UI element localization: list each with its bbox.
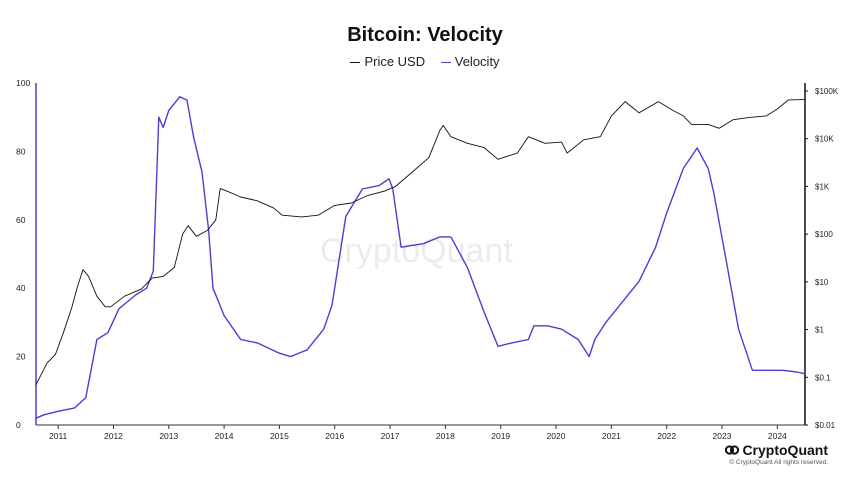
brand-copyright: © CryptoQuant All rights reserved. — [729, 459, 828, 466]
left-tick-label: 80 — [16, 146, 26, 156]
x-tick-label: 2017 — [381, 431, 400, 441]
watermark: CryptoQuant — [320, 232, 513, 270]
left-tick-label: 0 — [16, 420, 21, 430]
x-tick-label: 2018 — [436, 431, 455, 441]
x-tick-label: 2019 — [491, 431, 510, 441]
x-tick-label: 2012 — [104, 431, 123, 441]
x-tick-label: 2011 — [49, 431, 68, 441]
right-tick-label: $10K — [815, 135, 834, 144]
x-tick-label: 2020 — [547, 431, 566, 441]
x-tick-label: 2021 — [602, 431, 621, 441]
right-tick-label: $1K — [815, 182, 830, 191]
x-tick-label: 2024 — [768, 431, 787, 441]
brand-logo: CryptoQuant — [725, 442, 828, 458]
x-tick-label: 2016 — [325, 431, 344, 441]
chart-legend: Price USD Velocity — [0, 54, 850, 69]
legend-item-velocity[interactable]: Velocity — [440, 54, 500, 69]
right-tick-label: $100 — [815, 230, 833, 239]
x-tick-label: 2013 — [159, 431, 178, 441]
x-tick-label: 2014 — [215, 431, 234, 441]
right-tick-label: $0.1 — [815, 373, 831, 382]
left-tick-label: 20 — [16, 352, 26, 362]
right-tick-label: $100K — [815, 87, 839, 96]
x-tick-label: 2022 — [657, 431, 676, 441]
velocity-line — [35, 95, 806, 419]
legend-label-velocity: Velocity — [454, 54, 500, 69]
brand-block: CryptoQuant © CryptoQuant All rights res… — [725, 442, 828, 466]
right-tick-label: $0.01 — [815, 421, 836, 430]
chart-title: Bitcoin: Velocity — [347, 24, 503, 46]
legend-swatch-velocity — [440, 62, 451, 64]
x-tick-label: 2023 — [713, 431, 732, 441]
legend-label-price: Price USD — [364, 54, 426, 69]
left-tick-label: 40 — [16, 283, 26, 293]
cryptoquant-logo-icon — [725, 445, 740, 455]
price-line — [35, 99, 806, 385]
legend-item-price[interactable]: Price USD — [350, 54, 425, 69]
brand-name: CryptoQuant — [742, 442, 828, 458]
left-tick-label: 60 — [16, 215, 26, 225]
left-tick-label: 100 — [16, 78, 30, 88]
right-tick-label: $10 — [815, 278, 829, 287]
legend-swatch-price — [350, 62, 361, 64]
x-tick-label: 2015 — [270, 431, 289, 441]
right-tick-label: $1 — [815, 326, 824, 335]
